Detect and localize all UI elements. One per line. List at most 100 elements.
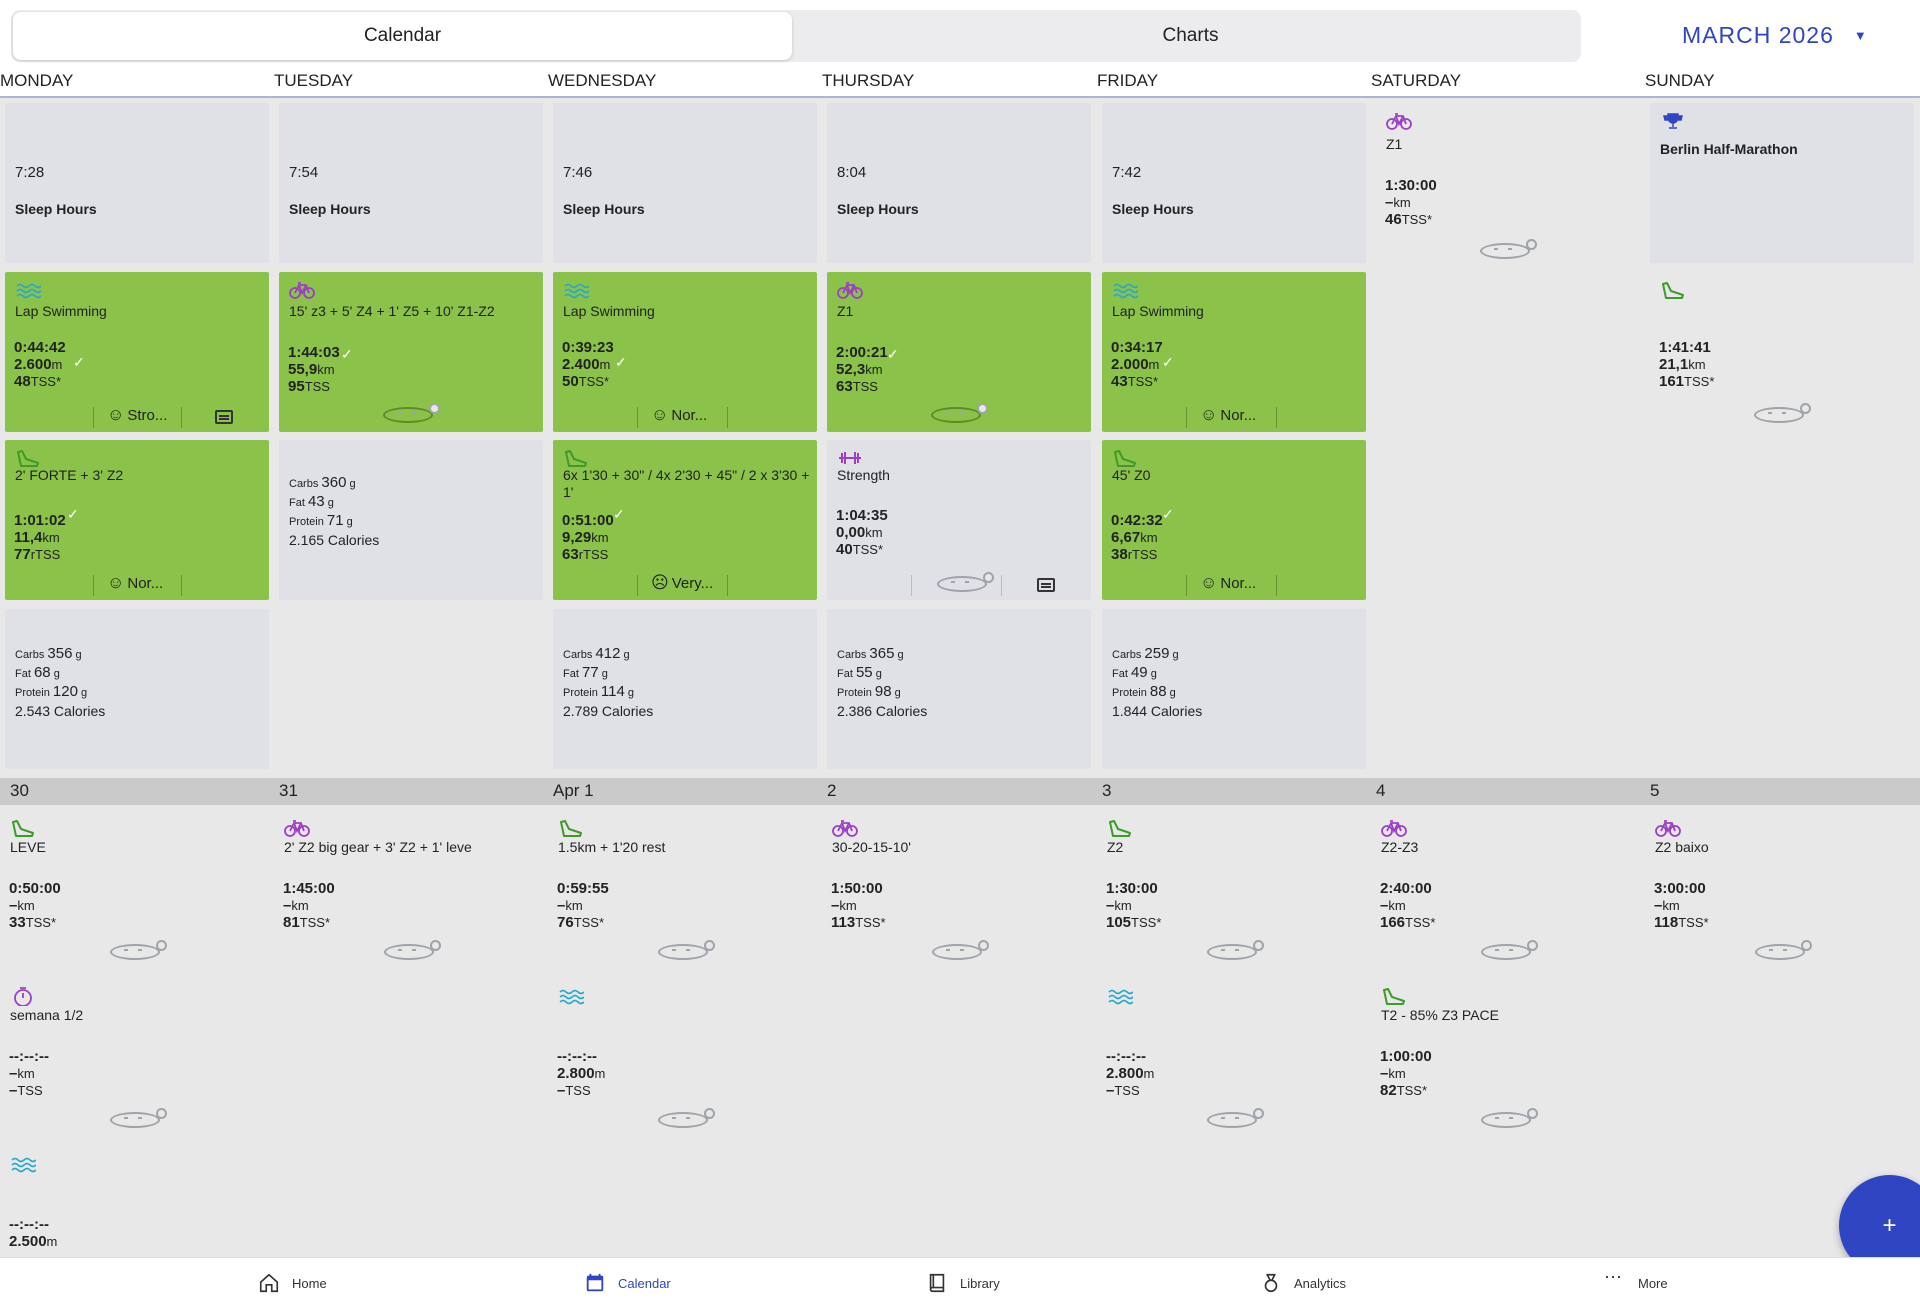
workout-stats: --:--:-- 2.800m –TSS bbox=[557, 1048, 606, 1099]
workout-stats: --:--:-- 2.500m bbox=[9, 1216, 58, 1250]
feedback-face-icon[interactable] bbox=[658, 940, 715, 960]
workout-stats: 1:30:00 –km 46TSS* bbox=[1385, 177, 1437, 228]
nav-library[interactable]: Library bbox=[926, 1272, 1000, 1294]
nutrition-card[interactable]: Carbs 259 g Fat 49 g Protein 88 g 1.844 Ca… bbox=[1102, 609, 1366, 769]
workout-card[interactable]: 2' Z2 big gear + 3' Z2 + 1' leve 1:45:00… bbox=[274, 810, 543, 970]
run-icon bbox=[10, 818, 36, 838]
sleep-card[interactable]: 8:04 Sleep Hours bbox=[827, 103, 1091, 263]
workout-title: LEVE bbox=[10, 839, 46, 855]
workout-title: T2 - 85% Z3 PACE bbox=[1381, 1007, 1500, 1023]
workout-card[interactable]: Lap Swimming 0:39:23 2.400m 50TSS* ✓ ☺ Nor.… bbox=[553, 272, 817, 432]
workout-card[interactable]: 45' Z0 0:42:32 6,67km 38rTSS ✓ ☺ Nor... bbox=[1102, 440, 1366, 600]
feeling-button[interactable]: ☺ Nor... bbox=[1200, 573, 1256, 593]
date-label: Apr 1 bbox=[553, 781, 594, 800]
workout-card[interactable]: LEVE 0:50:00 –km 33TSS* bbox=[0, 810, 269, 970]
feedback-face-icon[interactable] bbox=[658, 1108, 715, 1128]
feeling-button[interactable]: ☺ Nor... bbox=[107, 573, 163, 593]
nutrition-macros: Carbs 259 g Fat 49 g Protein 88 g bbox=[1112, 645, 1179, 700]
workout-card[interactable]: T2 - 85% Z3 PACE 1:00:00 –km 82TSS* bbox=[1371, 978, 1640, 1138]
feedback-face-icon[interactable] bbox=[1207, 1108, 1264, 1128]
workout-stats: 1:30:00 –km 105TSS* bbox=[1106, 880, 1162, 931]
feeling-button[interactable]: ☹ Very... bbox=[651, 573, 713, 593]
completed-check-icon: ✓ bbox=[1162, 354, 1174, 370]
nutrition-card[interactable]: Carbs 356 g Fat 68 g Protein 120 g 2.543 C… bbox=[5, 609, 269, 769]
tab-calendar[interactable]: Calendar bbox=[13, 12, 792, 60]
completed-check-icon: ✓ bbox=[73, 354, 85, 370]
feedback-face-icon[interactable] bbox=[1754, 403, 1811, 423]
bike-icon bbox=[1386, 111, 1412, 131]
comment-icon[interactable] bbox=[215, 410, 233, 424]
workout-stats: 0:39:23 2.400m 50TSS* bbox=[562, 339, 614, 390]
workout-card[interactable]: Z1 2:00:21 52,3km 63TSS ✓ bbox=[827, 272, 1091, 432]
card-footer: ☺ Nor... bbox=[553, 402, 817, 432]
feedback-face-icon[interactable] bbox=[1480, 239, 1537, 259]
sleep-card[interactable]: 7:54 Sleep Hours bbox=[279, 103, 543, 263]
workout-card[interactable]: Z1 1:30:00 –km 46TSS* bbox=[1376, 103, 1640, 263]
nav-calendar[interactable]: Calendar bbox=[584, 1272, 671, 1294]
nav-analytics[interactable]: Analytics bbox=[1260, 1272, 1346, 1294]
swim-icon bbox=[1112, 280, 1139, 300]
feeling-button[interactable]: ☺ Nor... bbox=[651, 405, 707, 425]
feeling-button[interactable]: ☺ Nor... bbox=[1200, 405, 1256, 425]
nav-home[interactable]: Home bbox=[258, 1272, 327, 1294]
feedback-face-icon[interactable] bbox=[931, 403, 988, 423]
feedback-face-icon[interactable] bbox=[384, 940, 441, 960]
workout-card[interactable]: Lap Swimming 0:44:42 2.600m 48TSS* ✓ ☺ Stro… bbox=[5, 272, 269, 432]
caret-down-icon: ▼ bbox=[1853, 28, 1868, 43]
nutrition-card[interactable]: Carbs 412 g Fat 77 g Protein 114 g 2.789 C… bbox=[553, 609, 817, 769]
workout-card[interactable]: 1.5km + 1'20 rest 0:59:55 –km 76TSS* bbox=[548, 810, 817, 970]
sleep-card[interactable]: 7:28 Sleep Hours bbox=[5, 103, 269, 263]
calories-label: 2.165 Calories bbox=[289, 532, 380, 548]
stopwatch-icon bbox=[10, 986, 36, 1007]
nav-more[interactable]: ⋯ More bbox=[1604, 1268, 1668, 1294]
feedback-face-icon[interactable] bbox=[1755, 940, 1812, 960]
comment-icon[interactable] bbox=[1037, 578, 1055, 592]
sleep-card[interactable]: 7:42 Sleep Hours bbox=[1102, 103, 1366, 263]
workout-title: Lap Swimming bbox=[563, 303, 655, 319]
calories-label: 1.844 Calories bbox=[1112, 703, 1203, 719]
event-card[interactable]: Berlin Half-Marathon bbox=[1650, 103, 1914, 263]
workout-card[interactable]: --:--:-- 2.500m bbox=[0, 1146, 269, 1257]
feedback-face-icon[interactable] bbox=[383, 403, 440, 423]
workout-card[interactable]: 2' FORTE + 3' Z2 1:01:02 11,4km 77rTSS ✓ ☺… bbox=[5, 440, 269, 600]
workout-card[interactable]: Z2 1:30:00 –km 105TSS* bbox=[1097, 810, 1366, 970]
feeling-button[interactable]: ☺ Stro... bbox=[107, 405, 167, 425]
workout-card[interactable]: --:--:-- 2.800m –TSS bbox=[1097, 978, 1366, 1138]
smile-icon: ☺ bbox=[1200, 405, 1218, 424]
feedback-face-icon[interactable] bbox=[1207, 940, 1264, 960]
feedback-face-icon[interactable] bbox=[932, 940, 989, 960]
workout-card[interactable]: --:--:-- 2.800m –TSS bbox=[548, 978, 817, 1138]
workout-card[interactable]: Z2-Z3 2:40:00 –km 166TSS* bbox=[1371, 810, 1640, 970]
workout-stats: 1:50:00 –km 113TSS* bbox=[831, 880, 886, 931]
feedback-face-icon[interactable] bbox=[110, 940, 167, 960]
tab-charts[interactable]: Charts bbox=[1162, 25, 1219, 46]
nutrition-card[interactable]: Carbs 360 g Fat 43 g Protein 71 g 2.165 Ca… bbox=[279, 440, 543, 600]
feedback-face-icon[interactable] bbox=[110, 1108, 167, 1128]
sleep-card[interactable]: 7:46 Sleep Hours bbox=[553, 103, 817, 263]
feeling-label: Nor... bbox=[127, 574, 164, 592]
week-date-bar: 30 31 Apr 1 2 3 4 5 bbox=[0, 778, 1920, 805]
feedback-face-icon[interactable] bbox=[1481, 940, 1538, 960]
workout-card[interactable]: 30-20-15-10' 1:50:00 –km 113TSS* bbox=[822, 810, 1091, 970]
workout-card[interactable]: Z2 baixo 3:00:00 –km 118TSS* bbox=[1645, 810, 1914, 970]
workout-card[interactable]: semana 1/2 --:--:-- –km –TSS bbox=[0, 978, 269, 1138]
nutrition-macros: Carbs 412 g Fat 77 g Protein 114 g bbox=[563, 645, 635, 700]
workout-card[interactable]: 1:41:41 21,1km 161TSS* bbox=[1650, 272, 1914, 432]
nutrition-macros: Carbs 360 g Fat 43 g Protein 71 g bbox=[289, 474, 356, 529]
run-icon bbox=[15, 448, 41, 468]
workout-title: 6x 1'30 + 30" / 4x 2'30 + 45" / 2 x 3'30… bbox=[563, 467, 810, 500]
workout-card[interactable]: Strength 1:04:35 0,00km 40TSS* bbox=[827, 440, 1091, 600]
sleep-label: Sleep Hours bbox=[837, 201, 919, 217]
nav-label: Calendar bbox=[618, 1275, 671, 1291]
run-icon bbox=[1381, 986, 1407, 1006]
feedback-face-icon[interactable] bbox=[1481, 1108, 1538, 1128]
workout-card[interactable]: 15' z3 + 5' Z4 + 1' Z5 + 10' Z1-Z2 1:44:… bbox=[279, 272, 543, 432]
workout-card[interactable]: 6x 1'30 + 30" / 4x 2'30 + 45" / 2 x 3'30… bbox=[553, 440, 817, 600]
completed-check-icon: ✓ bbox=[341, 346, 353, 362]
nutrition-card[interactable]: Carbs 365 g Fat 55 g Protein 98 g 2.386 Ca… bbox=[827, 609, 1091, 769]
bike-icon bbox=[1655, 818, 1681, 838]
feedback-face-icon[interactable] bbox=[937, 572, 994, 592]
month-selector[interactable]: MARCH 2026 ▼ bbox=[1682, 22, 1868, 49]
smile-icon: ☺ bbox=[107, 573, 125, 592]
workout-card[interactable]: Lap Swimming 0:34:17 2.000m 43TSS* ✓ ☺ Nor.… bbox=[1102, 272, 1366, 432]
